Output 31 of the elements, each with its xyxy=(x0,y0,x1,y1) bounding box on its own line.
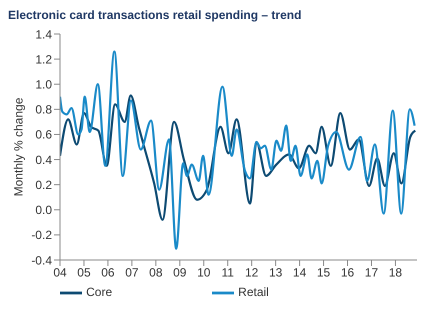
legend-label: Retail xyxy=(238,285,269,300)
x-tick-label: 09 xyxy=(173,266,187,280)
y-tick-label: 1.2 xyxy=(35,52,52,66)
y-tick-label: 0.0 xyxy=(35,203,52,218)
x-tick-label: 16 xyxy=(340,266,355,280)
x-tick-label: 05 xyxy=(77,266,91,280)
x-tick-label: 15 xyxy=(316,266,331,280)
y-axis-title: Monthly % change xyxy=(11,97,26,196)
y-tick-label: -0.4 xyxy=(31,253,52,268)
x-tick-label: 10 xyxy=(197,266,211,280)
y-tick-label: 1.4 xyxy=(35,27,52,42)
x-tick-label: 18 xyxy=(388,266,402,280)
x-tick-label: 08 xyxy=(149,266,163,280)
x-tick-label: 12 xyxy=(245,266,259,280)
x-tick-label: 07 xyxy=(125,266,139,280)
y-tick-label: 0.2 xyxy=(35,178,52,192)
x-tick-label: 11 xyxy=(221,266,234,280)
y-tick-label: -0.2 xyxy=(31,228,52,242)
line-series xyxy=(60,94,416,221)
y-tick-label: 0.6 xyxy=(35,128,52,142)
y-tick-label: 0.8 xyxy=(35,102,52,117)
line-series xyxy=(60,50,416,250)
x-tick-label: 14 xyxy=(292,266,307,280)
y-tick-label: 1.0 xyxy=(35,77,52,92)
x-tick-label: 04 xyxy=(53,266,67,280)
x-tick-label: 17 xyxy=(364,266,378,280)
x-tick-label: 13 xyxy=(268,266,283,280)
chart-title: Electronic card transactions retail spending – trend xyxy=(8,8,302,24)
x-tick-label: 06 xyxy=(101,266,115,280)
y-tick-label: 0.4 xyxy=(35,152,52,167)
legend-label: Core xyxy=(86,285,112,300)
